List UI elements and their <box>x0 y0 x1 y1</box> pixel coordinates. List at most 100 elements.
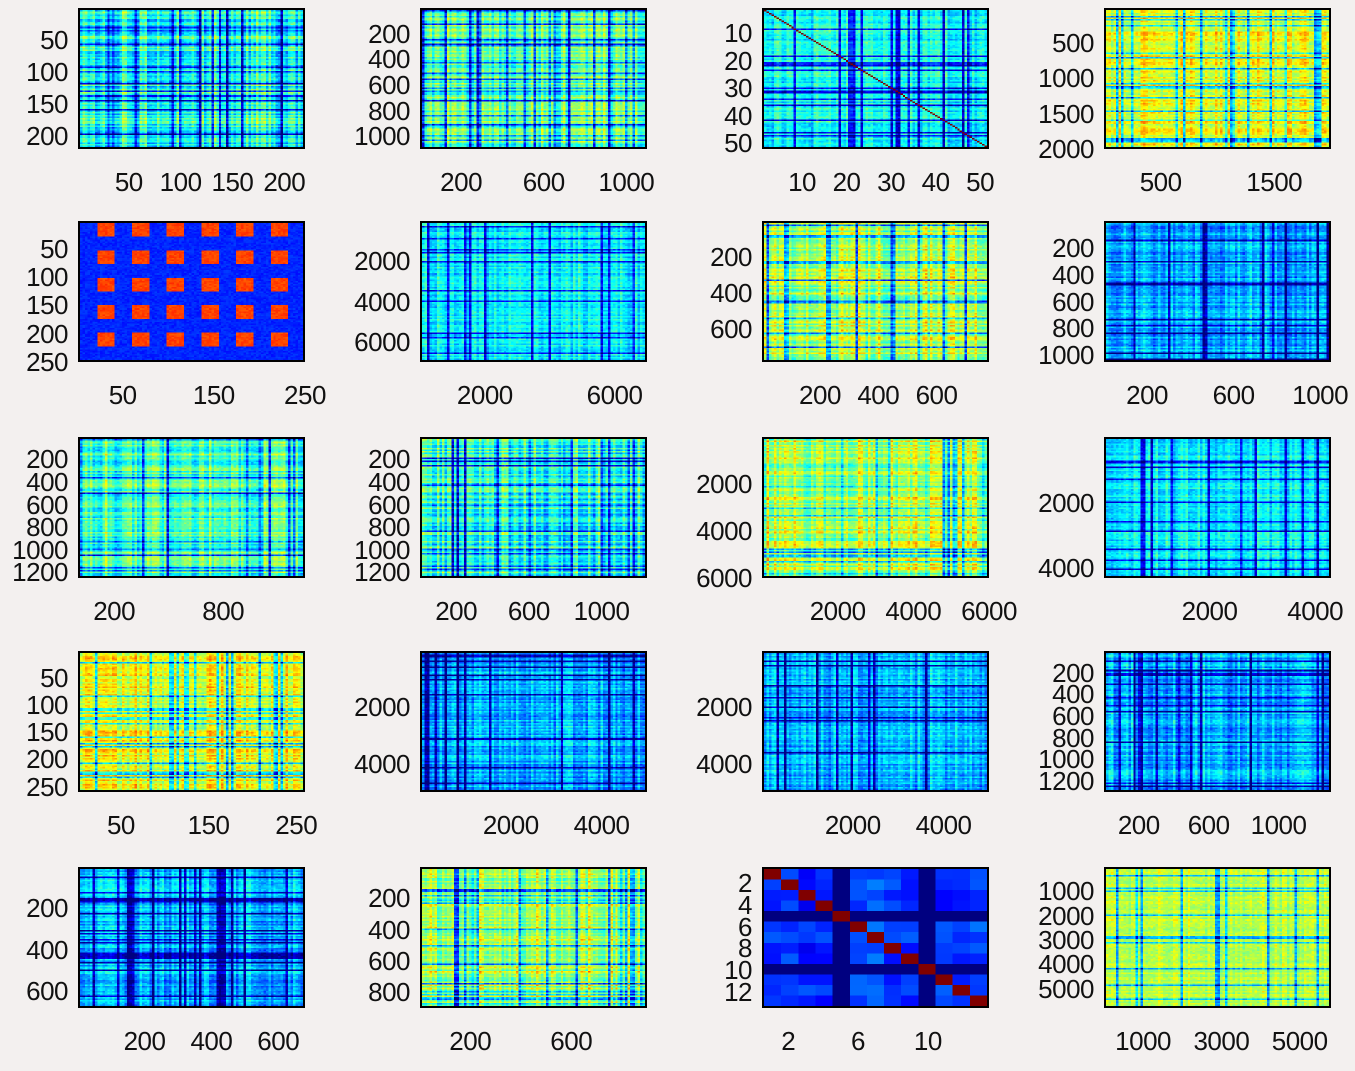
x-tick-label: 500 <box>1140 169 1182 195</box>
heatmap-image <box>764 10 987 147</box>
x-tick-label: 2000 <box>457 382 513 408</box>
x-tick-label: 600 <box>523 169 565 195</box>
heatmap-image <box>422 869 645 1006</box>
y-tick-label: 20 <box>724 48 752 74</box>
y-tick-label: 100 <box>26 692 68 718</box>
y-tick-label: 50 <box>724 130 752 156</box>
heatmap-image <box>1106 439 1329 576</box>
y-tick-label: 2000 <box>696 471 752 497</box>
x-tick-label: 5000 <box>1272 1028 1328 1054</box>
x-tick-label: 150 <box>188 812 230 838</box>
heatmap-plot <box>1104 651 1331 792</box>
heatmap-image <box>422 10 645 147</box>
y-tick-label: 6000 <box>354 329 410 355</box>
heatmap-plot <box>1104 221 1331 362</box>
y-tick-label: 2000 <box>354 694 410 720</box>
x-tick-label: 200 <box>93 598 135 624</box>
y-tick-label: 4000 <box>1038 555 1094 581</box>
y-tick-label: 200 <box>26 895 68 921</box>
y-tick-label: 100 <box>26 59 68 85</box>
y-tick-label: 200 <box>26 746 68 772</box>
y-tick-label: 600 <box>368 72 410 98</box>
y-tick-label: 5000 <box>1038 976 1094 1002</box>
heatmap-image <box>422 439 645 576</box>
heatmap-plot <box>762 221 989 362</box>
x-tick-label: 50 <box>107 812 135 838</box>
y-tick-label: 200 <box>26 321 68 347</box>
y-tick-label: 600 <box>26 978 68 1004</box>
x-tick-label: 10 <box>914 1028 942 1054</box>
x-tick-label: 600 <box>257 1028 299 1054</box>
y-tick-label: 4000 <box>354 289 410 315</box>
heatmap-plot <box>78 8 305 149</box>
y-tick-label: 4000 <box>696 518 752 544</box>
y-tick-label: 800 <box>368 98 410 124</box>
heatmap-plot <box>762 867 989 1008</box>
heatmap-plot <box>1104 437 1331 578</box>
heatmap-plot <box>420 437 647 578</box>
heatmap-image <box>1106 10 1329 147</box>
heatmap-plot <box>78 867 305 1008</box>
heatmap-plot <box>78 437 305 578</box>
x-tick-label: 1000 <box>1115 1028 1171 1054</box>
x-tick-label: 4000 <box>885 598 941 624</box>
heatmap-image <box>80 10 303 147</box>
y-tick-label: 10 <box>724 20 752 46</box>
y-tick-label: 2000 <box>1038 490 1094 516</box>
heatmap-image <box>764 439 987 576</box>
heatmap-image <box>764 653 987 790</box>
y-tick-label: 1500 <box>1038 101 1094 127</box>
x-tick-label: 200 <box>124 1028 166 1054</box>
x-tick-label: 4000 <box>916 812 972 838</box>
x-tick-label: 600 <box>550 1028 592 1054</box>
x-tick-label: 6000 <box>961 598 1017 624</box>
heatmap-plot <box>78 651 305 792</box>
y-tick-label: 150 <box>26 292 68 318</box>
x-tick-label: 50 <box>966 169 994 195</box>
x-tick-label: 400 <box>190 1028 232 1054</box>
y-tick-label: 1000 <box>1038 65 1094 91</box>
y-tick-label: 12 <box>724 979 752 1005</box>
y-tick-label: 1200 <box>354 559 410 585</box>
x-tick-label: 2000 <box>825 812 881 838</box>
heatmap-plot <box>420 867 647 1008</box>
heatmap-plot <box>78 221 305 362</box>
y-tick-label: 50 <box>40 27 68 53</box>
x-tick-label: 200 <box>1126 382 1168 408</box>
x-tick-label: 2000 <box>810 598 866 624</box>
x-tick-label: 800 <box>202 598 244 624</box>
x-tick-label: 6 <box>851 1028 865 1054</box>
y-tick-label: 200 <box>368 885 410 911</box>
heatmap-image <box>1106 653 1329 790</box>
y-tick-label: 2000 <box>696 694 752 720</box>
x-tick-label: 4000 <box>1287 598 1343 624</box>
y-tick-label: 400 <box>26 937 68 963</box>
y-tick-label: 200 <box>26 123 68 149</box>
x-tick-label: 2 <box>781 1028 795 1054</box>
y-tick-label: 2000 <box>354 248 410 274</box>
x-tick-label: 30 <box>877 169 905 195</box>
heatmap-image <box>764 869 987 1006</box>
x-tick-label: 600 <box>1188 812 1230 838</box>
x-tick-label: 200 <box>440 169 482 195</box>
y-tick-label: 400 <box>1052 262 1094 288</box>
y-tick-label: 200 <box>1052 235 1094 261</box>
y-tick-label: 50 <box>40 665 68 691</box>
heatmap-plot <box>762 651 989 792</box>
x-tick-label: 1000 <box>1251 812 1307 838</box>
y-tick-label: 200 <box>710 244 752 270</box>
x-tick-label: 50 <box>109 382 137 408</box>
heatmap-image <box>1106 869 1329 1006</box>
heatmap-plot <box>420 651 647 792</box>
heatmap-image <box>80 223 303 360</box>
x-tick-label: 10 <box>788 169 816 195</box>
x-tick-label: 6000 <box>587 382 643 408</box>
y-tick-label: 200 <box>368 21 410 47</box>
y-tick-label: 30 <box>724 75 752 101</box>
x-tick-label: 2000 <box>483 812 539 838</box>
heatmap-image <box>422 223 645 360</box>
x-tick-label: 50 <box>115 169 143 195</box>
heatmap-plot <box>420 8 647 149</box>
y-tick-label: 400 <box>368 917 410 943</box>
